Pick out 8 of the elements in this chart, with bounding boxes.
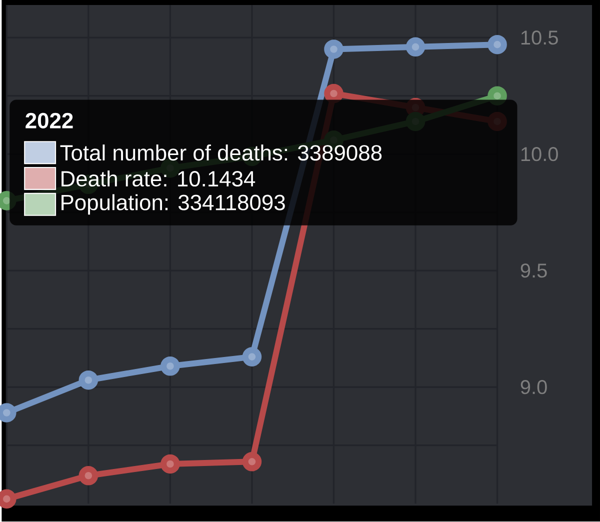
annotation: Death rate: 10.1434 xyxy=(62,170,256,187)
y-tick-label: 10.5 xyxy=(521,30,558,45)
annotation: 2022 xyxy=(26,113,73,129)
y-tick-label: 10.0 xyxy=(521,147,558,162)
annotation: Total number of deaths: 3389088 xyxy=(60,144,382,161)
y-tick-label: 9.5 xyxy=(520,264,547,278)
y-tick-label: 9.0 xyxy=(520,380,547,394)
annotation: Population: 334118093 xyxy=(62,194,285,215)
